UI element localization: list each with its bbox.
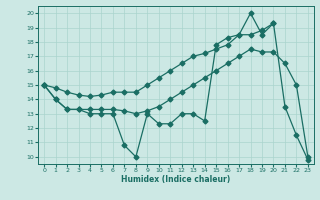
X-axis label: Humidex (Indice chaleur): Humidex (Indice chaleur)	[121, 175, 231, 184]
